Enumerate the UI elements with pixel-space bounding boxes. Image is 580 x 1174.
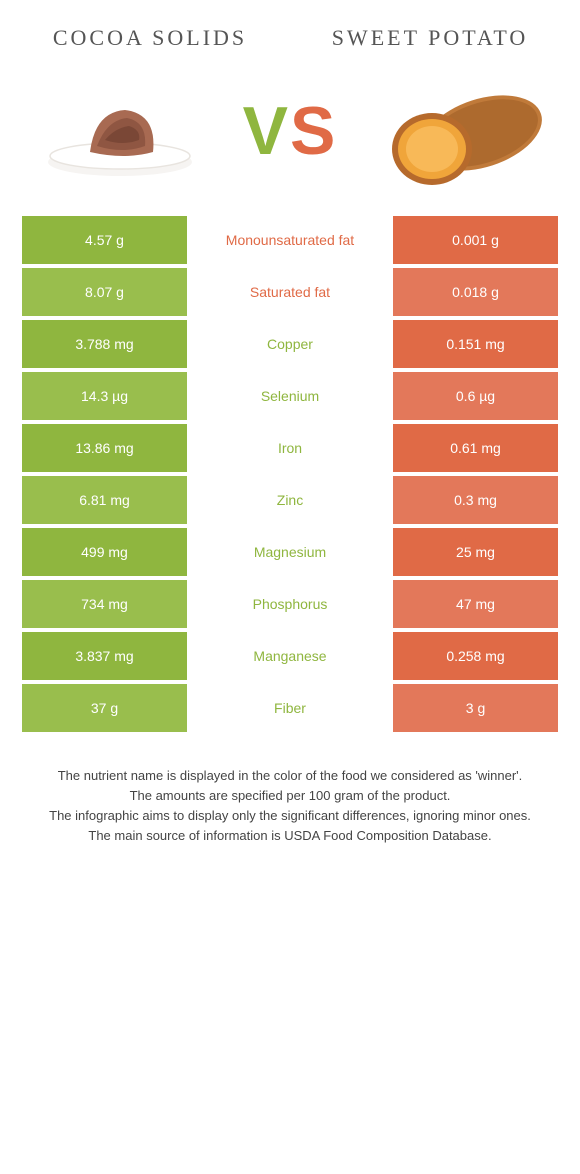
table-row: 37 gFiber3 g <box>22 684 558 732</box>
value-left: 13.86 mg <box>22 424 187 472</box>
vs-label: VS <box>243 92 338 170</box>
nutrient-label: Selenium <box>187 372 393 420</box>
title-left: COCOA SOLIDS <box>40 25 260 51</box>
value-left: 499 mg <box>22 528 187 576</box>
value-left: 4.57 g <box>22 216 187 264</box>
table-row: 499 mgMagnesium25 mg <box>22 528 558 576</box>
table-row: 8.07 gSaturated fat0.018 g <box>22 268 558 316</box>
value-right: 0.001 g <box>393 216 558 264</box>
table-row: 13.86 mgIron0.61 mg <box>22 424 558 472</box>
footer-line: The nutrient name is displayed in the co… <box>40 766 540 786</box>
table-row: 6.81 mgZinc0.3 mg <box>22 476 558 524</box>
comparison-table: 4.57 gMonounsaturated fat0.001 g8.07 gSa… <box>0 216 580 732</box>
value-right: 25 mg <box>393 528 558 576</box>
table-row: 3.837 mgManganese0.258 mg <box>22 632 558 680</box>
value-left: 734 mg <box>22 580 187 628</box>
footer-notes: The nutrient name is displayed in the co… <box>0 736 580 887</box>
value-left: 8.07 g <box>22 268 187 316</box>
value-left: 6.81 mg <box>22 476 187 524</box>
nutrient-label: Magnesium <box>187 528 393 576</box>
value-right: 0.258 mg <box>393 632 558 680</box>
table-row: 734 mgPhosphorus47 mg <box>22 580 558 628</box>
title-right: SWEET POTATO <box>320 25 540 51</box>
table-row: 3.788 mgCopper0.151 mg <box>22 320 558 368</box>
value-right: 0.6 µg <box>393 372 558 420</box>
vs-s: S <box>290 93 337 169</box>
value-left: 3.788 mg <box>22 320 187 368</box>
nutrient-label: Saturated fat <box>187 268 393 316</box>
value-left: 37 g <box>22 684 187 732</box>
footer-line: The infographic aims to display only the… <box>40 806 540 826</box>
value-right: 3 g <box>393 684 558 732</box>
value-right: 0.3 mg <box>393 476 558 524</box>
nutrient-label: Copper <box>187 320 393 368</box>
footer-line: The amounts are specified per 100 gram o… <box>40 786 540 806</box>
table-row: 4.57 gMonounsaturated fat0.001 g <box>22 216 558 264</box>
nutrient-label: Monounsaturated fat <box>187 216 393 264</box>
nutrient-label: Fiber <box>187 684 393 732</box>
value-left: 14.3 µg <box>22 372 187 420</box>
nutrient-label: Phosphorus <box>187 580 393 628</box>
nutrient-label: Iron <box>187 424 393 472</box>
footer-line: The main source of information is USDA F… <box>40 826 540 846</box>
title-row: COCOA SOLIDS SWEET POTATO <box>0 0 580 61</box>
value-right: 0.61 mg <box>393 424 558 472</box>
vs-v: V <box>243 93 290 169</box>
sweet-potato-image <box>370 71 550 191</box>
value-left: 3.837 mg <box>22 632 187 680</box>
nutrient-label: Zinc <box>187 476 393 524</box>
nutrient-label: Manganese <box>187 632 393 680</box>
table-row: 14.3 µgSelenium0.6 µg <box>22 372 558 420</box>
images-row: VS <box>0 61 580 216</box>
value-right: 0.151 mg <box>393 320 558 368</box>
value-right: 0.018 g <box>393 268 558 316</box>
value-right: 47 mg <box>393 580 558 628</box>
cocoa-solids-image <box>30 71 210 191</box>
